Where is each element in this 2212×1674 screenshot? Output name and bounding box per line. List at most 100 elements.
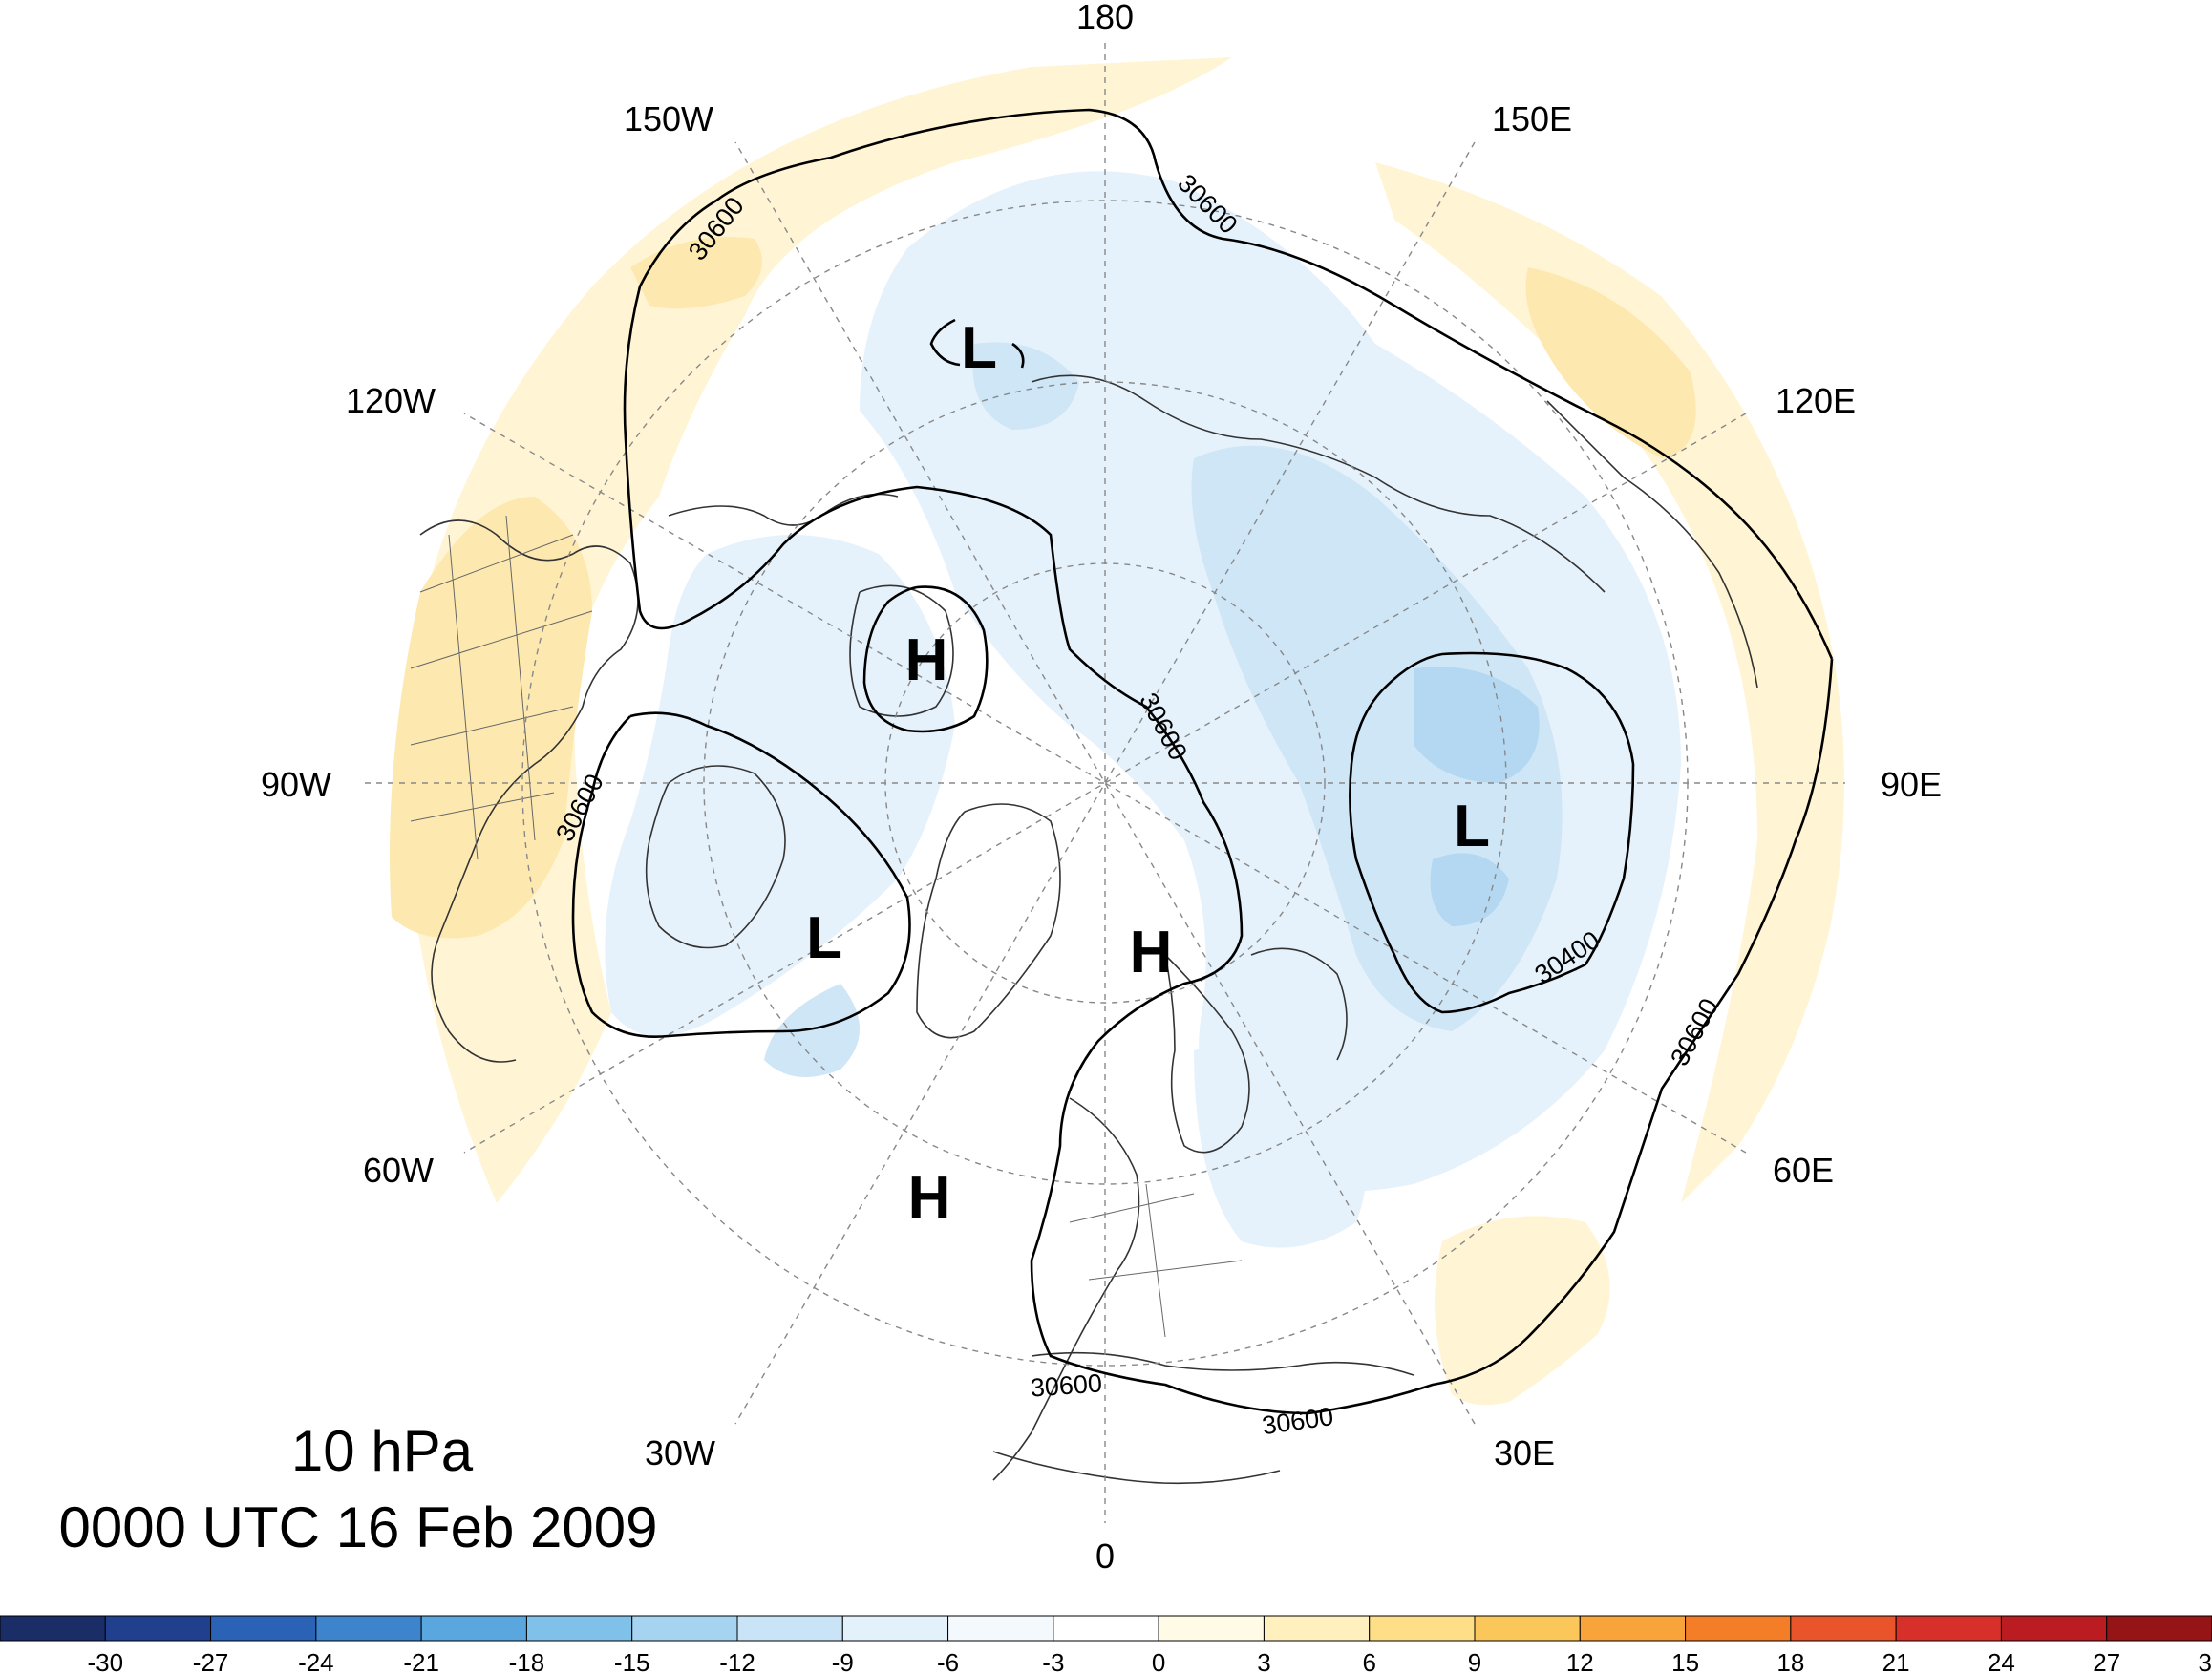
colorbar-swatch (736, 1615, 843, 1642)
warm-anomaly-north-america-core (390, 497, 592, 939)
contour-30600-main (623, 108, 1834, 1415)
border-na-5 (448, 534, 479, 860)
coastline-mediterranean (1031, 1351, 1414, 1376)
warm-anomaly-middle-east (1435, 1216, 1610, 1406)
pressure-level-title: 10 hPa (291, 1419, 474, 1483)
coastline-east-asia (1546, 400, 1758, 689)
colorbar-label: 6 (1362, 1648, 1375, 1674)
cold-anomaly-siberia-strong (1414, 667, 1540, 783)
valid-time-title: 0000 UTC 16 Feb 2009 (58, 1495, 657, 1559)
warm-anomaly-north-america (401, 57, 1232, 1203)
high-center-greenland: H (1130, 920, 1173, 985)
coastline-africa-north (992, 1451, 1281, 1485)
border-na-3 (410, 706, 574, 746)
border-na-6 (505, 515, 536, 841)
coastline-greenland (916, 803, 1061, 1039)
colorbar-swatch (210, 1615, 317, 1642)
colorbar-label: 30 (2199, 1648, 2212, 1674)
colorbar-swatch (1263, 1615, 1371, 1642)
coastline-hudson-bay (645, 765, 786, 949)
low-center-hudson-bay: L (806, 905, 842, 971)
colorbar-label: -6 (937, 1648, 959, 1674)
high-center-atlantic: H (908, 1165, 951, 1231)
colorbar-label: 15 (1671, 1648, 1699, 1674)
colorbar-swatch (1053, 1615, 1159, 1642)
colorbar-label: -9 (832, 1648, 854, 1674)
colorbar-label: 0 (1152, 1648, 1165, 1674)
lon-label-90e: 90E (1881, 765, 1942, 804)
lon-label-30e: 30E (1494, 1433, 1555, 1473)
low-center-pacific: L (961, 315, 997, 381)
border-na-4 (410, 792, 555, 822)
lon-label-0: 0 (1095, 1536, 1115, 1576)
colorbar-label: 12 (1566, 1648, 1594, 1674)
colorbar-label: -24 (298, 1648, 334, 1674)
colorbar-swatch (0, 1615, 106, 1642)
contour-high-canada (862, 585, 989, 733)
lon-label-60w: 60W (363, 1151, 434, 1190)
latitude-circle-40n (703, 381, 1507, 1185)
warm-anomaly-east-asia (1375, 162, 1845, 1203)
colorbar-swatch (1158, 1615, 1265, 1642)
high-center-canadian-arctic: H (905, 627, 948, 693)
colorbar: -30 -27 -24 -21 -18 -15 -12 -9 -6 -3 0 3 6 9 12 15 18 21 2… (0, 1615, 2212, 1674)
colorbar-label: -21 (403, 1648, 439, 1674)
colorbar-swatch (947, 1615, 1054, 1642)
colorbar-label: 18 (1776, 1648, 1804, 1674)
lon-label-150e: 150E (1492, 99, 1572, 138)
colorbar-swatch (1369, 1615, 1476, 1642)
coastline-alaska (668, 493, 899, 526)
colorbar-label: 27 (2093, 1648, 2120, 1674)
cold-anomaly-siberia-strong-2 (1430, 853, 1509, 926)
cold-anomaly-europe (1194, 1044, 1368, 1248)
lon-label-60e: 60E (1773, 1151, 1834, 1190)
colorbar-swatch (631, 1615, 738, 1642)
colorbar-label: -15 (614, 1648, 650, 1674)
cold-anomaly-canada (605, 535, 955, 1036)
coastline-europe (992, 1097, 1140, 1481)
border-na-1 (419, 534, 574, 593)
colorbar-swatch (2000, 1615, 2108, 1642)
colorbar-swatch (841, 1615, 949, 1642)
colorbar-label: -12 (719, 1648, 755, 1674)
colorbar-swatch (1685, 1615, 1792, 1642)
colorbar-swatch (1579, 1615, 1687, 1642)
lon-label-150w: 150W (624, 99, 713, 138)
coastlines (419, 374, 1758, 1485)
temperature-anomaly-shading (390, 57, 1845, 1406)
colorbar-label: -27 (193, 1648, 229, 1674)
cold-anomaly-pacific-arctic (972, 342, 1079, 430)
colorbar-swatch (104, 1615, 212, 1642)
border-eu-3 (1145, 1183, 1166, 1338)
colorbar-label: 9 (1468, 1648, 1481, 1674)
colorbar-label: -3 (1042, 1648, 1064, 1674)
colorbar-swatch (1790, 1615, 1897, 1642)
colorbar-swatch (1474, 1615, 1581, 1642)
height-contours (571, 108, 1834, 1415)
colorbar-swatch (420, 1615, 527, 1642)
coastline-north-america (419, 519, 639, 1063)
contour-30600-west (571, 711, 911, 1038)
colorbar-label: 3 (1257, 1648, 1270, 1674)
colorbar-swatch (315, 1615, 422, 1642)
coastline-russia-west (1250, 947, 1348, 1061)
low-center-siberia: L (1454, 794, 1490, 859)
colorbar-swatch (2106, 1615, 2212, 1642)
lon-label-90w: 90W (261, 765, 331, 804)
contour-30400-siberia (1349, 651, 1635, 1014)
coastline-scandinavia (1164, 954, 1250, 1154)
political-borders (410, 515, 1243, 1338)
contour-low-pacific (929, 318, 961, 367)
border-na-2 (410, 610, 593, 669)
colorbar-label: -30 (87, 1648, 123, 1674)
lon-label-120w: 120W (346, 381, 436, 420)
colorbar-swatch (1895, 1615, 2002, 1642)
border-eu-2 (1088, 1260, 1243, 1281)
cold-anomaly-canada-light (764, 984, 860, 1077)
colorbar-label: -18 (509, 1648, 545, 1674)
lon-label-120e: 120E (1776, 381, 1856, 420)
colorbar-swatch (525, 1615, 633, 1642)
lon-label-180: 180 (1076, 0, 1134, 36)
contour-label: 30600 (1030, 1368, 1103, 1402)
